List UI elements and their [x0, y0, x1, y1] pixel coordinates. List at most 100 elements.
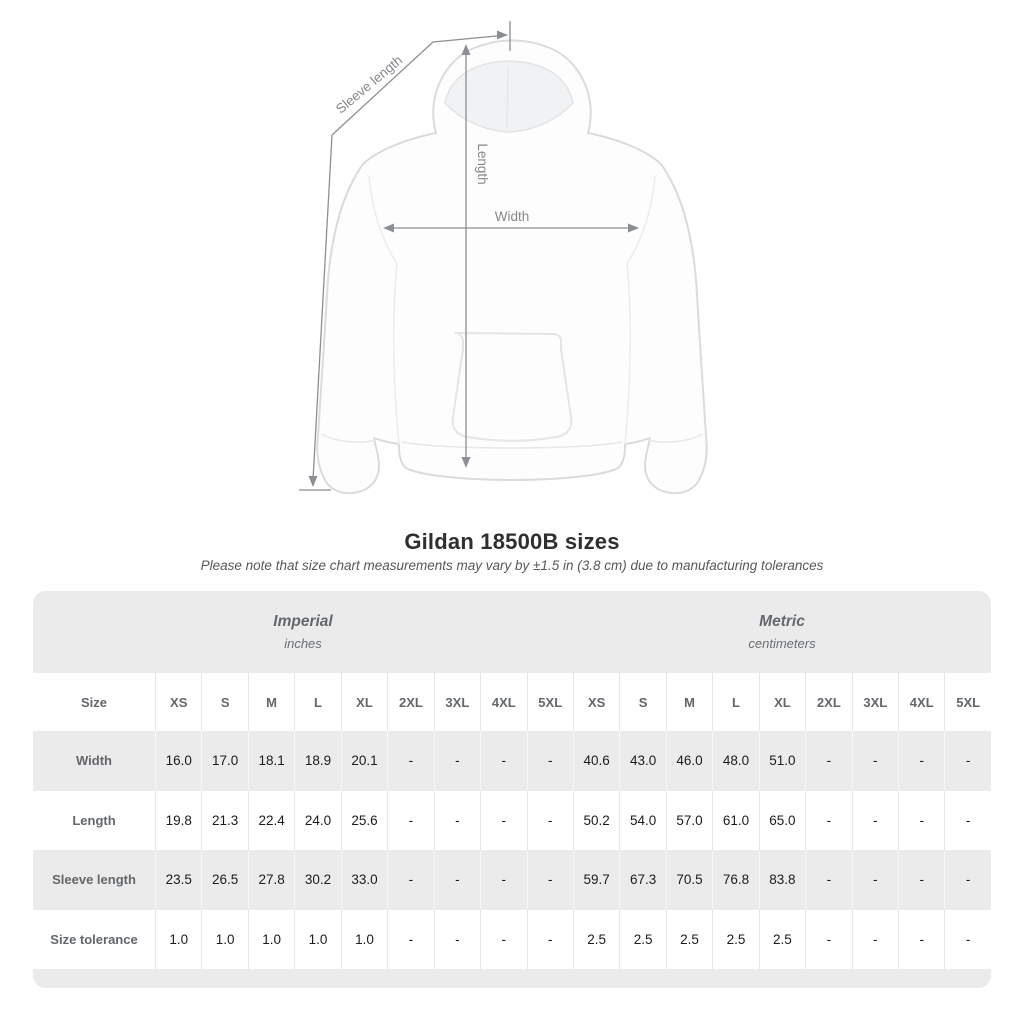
value-cell: 20.1 [340, 731, 387, 791]
metric-unit: centimeters [748, 636, 816, 651]
row-label: Size tolerance [50, 931, 138, 947]
width-label: Width [495, 209, 530, 224]
size-column-header: 5XL [526, 673, 573, 731]
value-cell: - [480, 909, 526, 969]
row-label: Width [76, 753, 112, 769]
hood-interior [444, 60, 574, 133]
value-cell: - [944, 731, 990, 791]
metric-header-group: Metric centimeters [573, 591, 991, 673]
value-cell: - [851, 790, 898, 850]
value-cell: - [851, 850, 898, 910]
size-header-row: Size XS S M L XL 2XL 3XL 4XL 5XL XS S M L XL 2XL 3XL 4XL… [33, 673, 991, 731]
left-sleeve-seam [368, 175, 400, 445]
value-cell: 26.5 [201, 850, 247, 910]
value-cell: 51.0 [758, 731, 805, 791]
value-cell: 16.0 [155, 731, 201, 791]
value-cell: - [433, 850, 480, 910]
imperial-unit: inches [284, 636, 322, 651]
size-column-header: 4XL [480, 673, 526, 731]
value-cell: 27.8 [247, 850, 294, 910]
value-cell: - [805, 909, 851, 969]
size-column-header: XL [340, 673, 387, 731]
right-cuff-seam [647, 433, 704, 443]
size-column-header: 3XL [433, 673, 480, 731]
value-cell: - [480, 731, 526, 791]
value-cell: 30.2 [294, 850, 340, 910]
value-cell: 23.5 [155, 850, 201, 910]
value-cell: - [851, 909, 898, 969]
page-title: Gildan 18500B sizes [404, 529, 620, 554]
value-cell: 50.2 [572, 790, 619, 850]
sleeve-length-label: Sleeve length [333, 53, 405, 117]
value-cell: 1.0 [294, 909, 340, 969]
size-column-header: 3XL [851, 673, 898, 731]
size-chart-table: Imperial inches Metric centimeters Size … [33, 591, 991, 988]
value-cell: 2.5 [665, 909, 712, 969]
value-cell: 33.0 [340, 850, 387, 910]
value-cell: 1.0 [340, 909, 387, 969]
right-sleeve-seam [624, 175, 656, 445]
value-cell: - [433, 909, 480, 969]
measurement-annotations [299, 21, 639, 491]
size-column-header: M [665, 673, 712, 731]
value-cell: - [898, 909, 944, 969]
value-cell: - [944, 909, 990, 969]
sleeve-length-arrow [299, 21, 511, 491]
value-cell: - [805, 731, 851, 791]
value-cell: 22.4 [247, 790, 294, 850]
table-row: Width 16.0 17.0 18.1 18.9 20.1- - - -40.6 43.0 46.… [33, 731, 991, 791]
value-cell: 40.6 [572, 731, 619, 791]
left-cuff-seam [320, 433, 377, 443]
value-cell: - [387, 909, 433, 969]
value-cell: 70.5 [665, 850, 712, 910]
hoodie-body [316, 39, 708, 495]
value-cell: - [433, 731, 480, 791]
value-cell: 19.8 [155, 790, 201, 850]
value-cell: - [526, 850, 573, 910]
value-cell: - [898, 731, 944, 791]
hoodie-diagram: Sleeve length Length Width [299, 21, 708, 495]
value-cell: 2.5 [619, 909, 665, 969]
value-cell: 2.5 [758, 909, 805, 969]
kangaroo-pocket [451, 332, 573, 442]
value-cell: 46.0 [665, 731, 712, 791]
metric-label: Metric [759, 613, 805, 630]
value-cell: - [387, 731, 433, 791]
size-column-header: XL [758, 673, 805, 731]
size-column-header: L [294, 673, 340, 731]
value-cell: 59.7 [572, 850, 619, 910]
size-column-header: S [619, 673, 665, 731]
value-cell: - [898, 790, 944, 850]
value-cell: - [898, 850, 944, 910]
value-cell: - [805, 850, 851, 910]
value-cell: 25.6 [340, 790, 387, 850]
size-column-header: S [201, 673, 247, 731]
table-body: Width 16.0 17.0 18.1 18.9 20.1- - - -40.6 43.0 46.… [33, 731, 991, 969]
value-cell: 17.0 [201, 731, 247, 791]
length-arrow [461, 44, 471, 468]
value-cell: 57.0 [665, 790, 712, 850]
value-cell: 24.0 [294, 790, 340, 850]
value-cell: 61.0 [712, 790, 758, 850]
size-column-header: 5XL [944, 673, 990, 731]
value-cell: - [944, 850, 990, 910]
value-cell: - [387, 790, 433, 850]
table-row: Size tolerance 1.0 1.0 1.0 1.0 1.0- - - -2.5 2.5 2… [33, 909, 991, 969]
hood-fold-line [506, 65, 509, 129]
value-cell: - [851, 731, 898, 791]
value-cell: 1.0 [201, 909, 247, 969]
value-cell: 65.0 [758, 790, 805, 850]
value-cell: 1.0 [247, 909, 294, 969]
value-cell: - [480, 850, 526, 910]
tolerance-note: Please note that size chart measurements… [200, 558, 824, 573]
value-cell: 21.3 [201, 790, 247, 850]
value-cell: 2.5 [572, 909, 619, 969]
size-header-label: Size [80, 694, 107, 710]
unit-header-band: Imperial inches Metric centimeters [33, 591, 991, 673]
value-cell: 67.3 [619, 850, 665, 910]
value-cell: 43.0 [619, 731, 665, 791]
value-cell: - [526, 731, 573, 791]
value-cell: 2.5 [712, 909, 758, 969]
hoodie-illustration [316, 39, 708, 495]
